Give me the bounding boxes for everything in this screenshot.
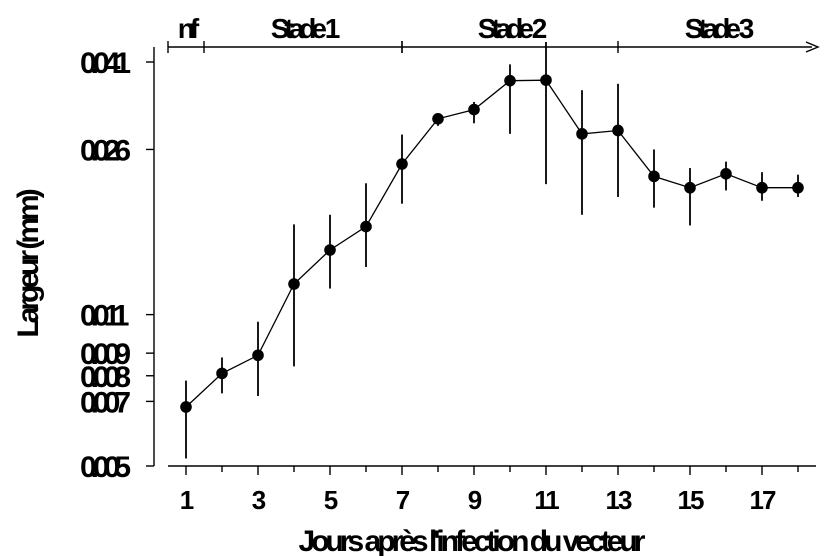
x-ticks: 1 3 5 7 9 11 13 15 17 [180,466,799,515]
x-tick-label: 3 [252,485,266,515]
y-tick-label: 0.005 [80,451,130,484]
data-point [684,181,696,194]
y-tick-label: 0.041 [80,47,130,80]
series-line [185,79,798,408]
stage-bar-arrow [805,41,820,53]
error-bars [185,42,799,459]
data-point [720,168,732,180]
data-point [468,103,480,116]
x-axis-title: Jours après l'infection du vecteur [299,525,646,556]
y-axis-title: Largeur (mm) [12,189,45,337]
stage-label: Stade 1 [271,13,340,44]
data-point [288,278,300,290]
data-points [180,74,804,413]
data-point [756,181,768,194]
data-point [396,158,408,170]
stage-label: Stade 3 [685,13,754,44]
stage-label: Stade 2 [478,13,547,44]
x-tick-label: 11 [534,485,559,515]
data-point [360,220,372,233]
data-point [180,401,192,413]
x-tick-label: 13 [606,485,632,515]
data-point [540,74,552,86]
series-group [180,42,804,459]
data-point [648,170,660,183]
data-point [252,349,264,362]
stage-bar [168,41,820,53]
y-tick-label: 0.026 [80,134,130,167]
stage-label: nf [178,13,200,44]
x-tick-label: 9 [468,485,482,515]
x-tick-label: 1 [180,485,194,515]
x-tick-label: 17 [750,485,776,515]
data-point [612,124,624,137]
x-tick-label: 5 [324,485,338,515]
y-tick-label: 0.009 [80,338,130,371]
data-point [504,74,516,87]
data-point [324,244,336,256]
data-point [432,113,444,125]
data-point [576,128,588,140]
data-point [216,367,228,380]
x-tick-label: 7 [396,485,410,515]
x-tick-label: 15 [678,485,704,515]
data-point [792,181,804,194]
y-tick-label: 0.011 [80,300,129,333]
